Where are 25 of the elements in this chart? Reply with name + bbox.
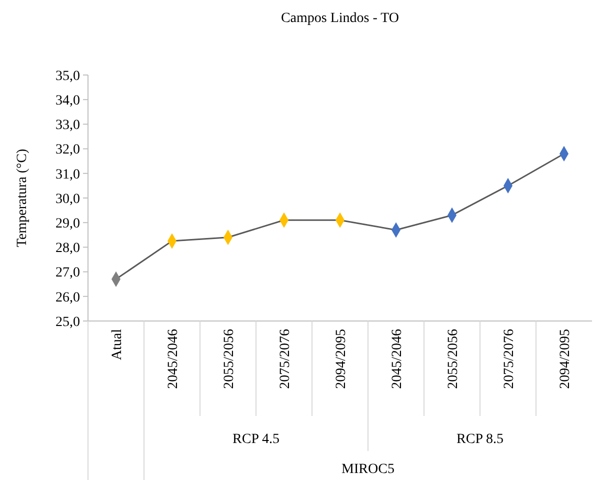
x-tick-label: 2094/2095	[558, 329, 573, 389]
text: RCP 4.5	[232, 432, 280, 447]
y-tick-label: 30,0	[56, 192, 80, 207]
y-tick-label: 31,0	[56, 167, 80, 182]
y-tick-label: 28,0	[56, 241, 80, 256]
x-tick-label: 2075/2076	[502, 329, 517, 389]
text: RCP 8.5	[456, 432, 504, 447]
y-tick-label: 26,0	[56, 290, 80, 306]
y-tick-label: 35,0	[56, 68, 80, 84]
y-tick-label: 34,0	[56, 94, 80, 108]
y-axis-title: Temperatura (°C)	[15, 148, 30, 248]
text: MIROC5	[342, 462, 394, 477]
x-tick-label: 2075/2076	[278, 329, 293, 389]
chart-title: Campos Lindos - TO	[280, 11, 400, 26]
x-tick-label: 2045/2046	[390, 329, 405, 389]
y-tick-label: 29,0	[56, 216, 80, 232]
x-tick-label: 2055/2056	[222, 329, 237, 389]
x-tick-label: Atual	[110, 328, 125, 360]
y-tick-label: 27,0	[56, 266, 80, 281]
y-tick-label: 32,0	[56, 142, 80, 158]
y-tick-label: 33,0	[56, 118, 80, 134]
x-tick-label: 2094/2095	[334, 329, 349, 389]
x-tick-label: 2045/2046	[166, 329, 181, 389]
x-tick-label: 2055/2056	[446, 329, 461, 389]
y-tick-label: 25,0	[56, 314, 80, 330]
